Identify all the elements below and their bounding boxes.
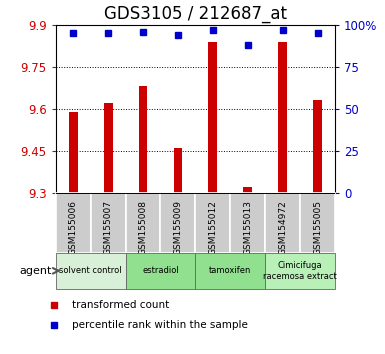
Text: GSM154972: GSM154972 [278, 200, 287, 255]
Text: tamoxifen: tamoxifen [209, 266, 251, 275]
Text: agent: agent [20, 266, 52, 276]
Bar [313, 101, 322, 193]
Bar [56, 193, 91, 253]
Text: estradiol: estradiol [142, 266, 179, 275]
Bar [230, 193, 265, 253]
Bar [126, 193, 161, 253]
Text: GSM155006: GSM155006 [69, 200, 78, 255]
Bar [161, 193, 195, 253]
Bar [195, 253, 265, 289]
Bar [243, 187, 252, 193]
Bar [139, 86, 147, 193]
Bar [208, 42, 217, 193]
Bar [91, 193, 126, 253]
Text: transformed count: transformed count [72, 300, 169, 310]
Title: GDS3105 / 212687_at: GDS3105 / 212687_at [104, 6, 287, 23]
Bar [104, 103, 112, 193]
Bar [56, 253, 126, 289]
Text: Cimicifuga
racemosa extract: Cimicifuga racemosa extract [263, 261, 337, 280]
Text: GSM155013: GSM155013 [243, 200, 252, 255]
Bar [195, 193, 230, 253]
Text: percentile rank within the sample: percentile rank within the sample [72, 320, 248, 330]
Text: GSM155009: GSM155009 [173, 200, 182, 255]
Text: GSM155008: GSM155008 [139, 200, 147, 255]
Text: GSM155012: GSM155012 [208, 200, 218, 255]
Bar [300, 193, 335, 253]
Bar [278, 42, 287, 193]
Text: GSM155005: GSM155005 [313, 200, 322, 255]
Bar [265, 253, 335, 289]
Bar [174, 148, 182, 193]
Text: GSM155007: GSM155007 [104, 200, 113, 255]
Bar [126, 253, 195, 289]
Bar [265, 193, 300, 253]
Text: solvent control: solvent control [59, 266, 122, 275]
Bar [69, 112, 78, 193]
